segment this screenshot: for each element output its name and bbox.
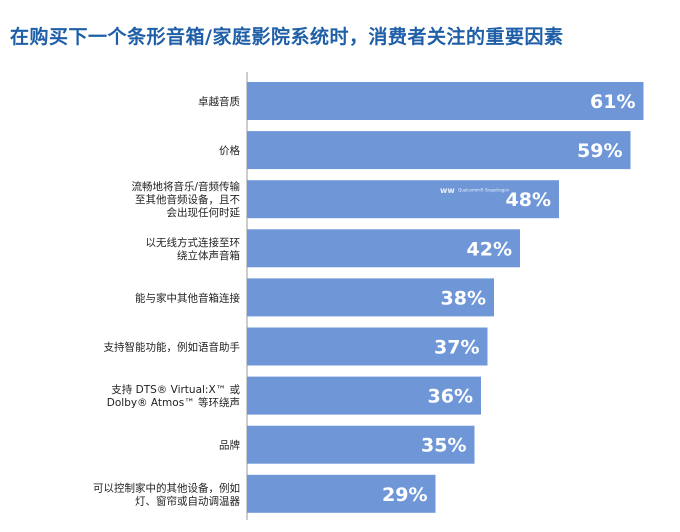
category-label-line: 卓越音质 <box>198 95 240 108</box>
bar-2 <box>247 131 631 170</box>
category-label-line: 以无线方式连接至环 <box>146 236 241 249</box>
bar-6 <box>247 327 488 366</box>
category-label-line: 会出现任何时延 <box>167 206 241 219</box>
category-labels-group: 卓越音质价格流畅地将音乐/音频传输至其他音频设备，且不会出现任何时延以无线方式连… <box>93 95 240 507</box>
value-label-8: 35% <box>421 435 466 457</box>
category-label-line: 支持 DTS® Virtual:X™ 或 <box>111 383 240 396</box>
category-label-line: 流畅地将音乐/音频传输 <box>131 180 240 193</box>
value-label-7: 36% <box>428 386 473 408</box>
value-labels-group: 61% 59% 48% 42% 38% 37% 36% 35% 29% <box>382 91 635 506</box>
watermark-logo-icon: ww <box>440 186 455 195</box>
category-label-line: 可以控制家中的其他设备，例如 <box>93 481 240 494</box>
watermark-text: Qualcomm® Snapdragon <box>458 187 510 193</box>
category-label-line: 品牌 <box>219 439 240 452</box>
value-label-1: 61% <box>590 91 635 113</box>
category-label-line: 价格 <box>219 144 240 157</box>
value-label-9: 29% <box>382 484 427 506</box>
category-label-6: 支持智能功能，例如语音助手 <box>104 341 241 354</box>
category-label-9: 可以控制家中的其他设备，例如灯、窗帘或自动调温器 <box>93 481 240 507</box>
category-label-line: Dolby® Atmos™ 等环绕声 <box>107 396 240 409</box>
category-label-7: 支持 DTS® Virtual:X™ 或 Dolby® Atmos™ 等环绕声 <box>107 383 241 409</box>
watermark: ww Qualcomm® Snapdragon <box>440 186 509 195</box>
bar-9 <box>247 474 436 513</box>
bar-1 <box>247 82 644 120</box>
value-label-4: 42% <box>467 238 512 260</box>
category-label-8: 品牌 <box>219 439 240 452</box>
category-label-5: 能与家中其他音箱连接 <box>135 291 240 304</box>
category-label-4: 以无线方式连接至环绕立体声音箱 <box>146 236 241 262</box>
chart-title: 在购买下一个条形音箱/家庭影院系统时，消费者关注的重要因素 <box>10 26 564 48</box>
bars-group <box>247 82 644 513</box>
value-label-6: 37% <box>434 337 479 359</box>
category-label-3: 流畅地将音乐/音频传输至其他音频设备，且不会出现任何时延 <box>131 180 240 219</box>
category-label-line: 能与家中其他音箱连接 <box>135 291 240 304</box>
value-label-3: 48% <box>506 189 551 211</box>
category-label-2: 价格 <box>219 144 240 157</box>
category-label-line: 绕立体声音箱 <box>177 249 240 262</box>
bar-8 <box>247 425 475 464</box>
bar-7 <box>247 376 481 415</box>
value-label-2: 59% <box>577 140 622 162</box>
category-label-1: 卓越音质 <box>198 95 240 108</box>
category-label-line: 灯、窗帘或自动调温器 <box>135 494 240 507</box>
bar-5 <box>247 278 494 317</box>
category-label-line: 支持智能功能，例如语音助手 <box>104 341 241 354</box>
category-label-line: 至其他音频设备，且不 <box>135 193 240 206</box>
value-label-5: 38% <box>441 287 486 309</box>
bar-3 <box>247 180 559 219</box>
bar-4 <box>247 229 520 268</box>
